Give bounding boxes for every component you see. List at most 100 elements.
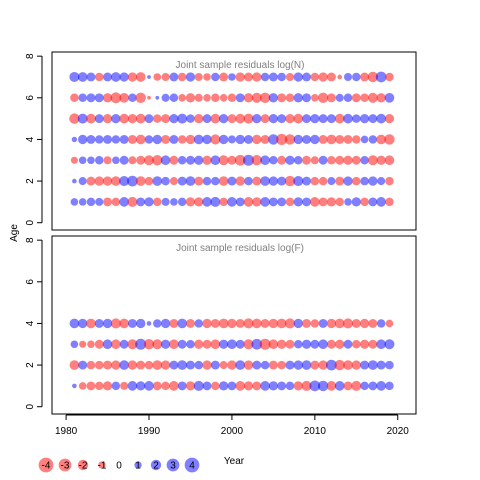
panel-top-marks <box>69 71 395 207</box>
residual-point <box>153 73 162 81</box>
residual-point <box>218 176 229 186</box>
residual-point <box>310 339 320 349</box>
residual-point <box>127 72 138 82</box>
residual-point <box>260 134 270 144</box>
residual-point <box>302 176 311 186</box>
legend-label: 4 <box>189 461 195 472</box>
residual-point <box>94 93 104 103</box>
residual-point <box>293 72 303 82</box>
residual-point <box>276 318 287 329</box>
residual-point <box>136 197 146 207</box>
residual-point <box>169 381 179 391</box>
residual-point <box>185 381 196 391</box>
residual-point <box>102 93 113 103</box>
residual-point <box>367 92 378 103</box>
residual-point <box>70 93 79 103</box>
residual-point <box>344 198 352 206</box>
residual-point <box>327 156 336 165</box>
residual-point <box>119 318 129 329</box>
residual-point <box>186 318 195 328</box>
residual-point <box>127 360 138 370</box>
residual-point <box>210 318 220 328</box>
x-axis-title: Year <box>224 456 245 467</box>
residual-point <box>193 134 204 145</box>
residual-point <box>210 155 221 166</box>
residual-point <box>277 197 287 207</box>
residual-point <box>318 197 328 207</box>
residual-point <box>293 318 303 329</box>
residual-point <box>110 92 122 104</box>
residual-point <box>277 72 286 82</box>
residual-point <box>219 94 228 102</box>
y-tick-label: 2 <box>25 362 36 368</box>
residual-point <box>326 134 337 145</box>
residual-point <box>160 155 171 166</box>
residual-point <box>103 197 113 207</box>
residual-point <box>293 197 303 207</box>
legend-swatch <box>98 461 106 469</box>
residual-point <box>119 197 129 207</box>
residual-point <box>177 360 188 370</box>
x-tick-label: 1990 <box>138 426 161 437</box>
residual-point <box>352 176 361 186</box>
residual-point <box>235 72 245 82</box>
residual-point <box>219 361 228 370</box>
residual-point <box>69 360 80 370</box>
residual-point <box>384 92 395 103</box>
residual-point <box>252 72 262 82</box>
residual-point <box>334 113 345 124</box>
residual-point <box>112 156 120 165</box>
residual-point <box>284 318 295 329</box>
residual-point <box>360 156 369 165</box>
residual-point <box>384 339 395 350</box>
residual-point <box>144 114 154 124</box>
residual-point <box>178 94 186 102</box>
residual-point <box>70 156 78 164</box>
residual-point <box>359 318 370 329</box>
residual-point <box>310 319 320 328</box>
residual-point <box>94 318 104 328</box>
residual-point <box>318 155 328 165</box>
residual-point <box>127 175 138 187</box>
residual-point <box>119 176 130 187</box>
residual-point <box>343 176 353 186</box>
residual-point <box>152 155 163 166</box>
residual-point <box>78 177 87 186</box>
residual-point <box>95 381 104 391</box>
residual-point <box>302 197 311 207</box>
residual-point <box>251 318 262 329</box>
residual-point <box>310 134 320 145</box>
legend-label: -2 <box>79 461 88 472</box>
residual-point <box>177 318 188 329</box>
residual-point <box>144 360 154 370</box>
residual-point <box>194 360 203 370</box>
residual-point <box>360 72 370 82</box>
residual-point <box>227 339 237 350</box>
residual-point <box>169 177 178 186</box>
residual-point <box>385 72 394 82</box>
residual-point <box>177 339 187 349</box>
residual-point <box>218 155 229 166</box>
residual-point <box>243 360 254 370</box>
residual-point <box>268 113 279 124</box>
residual-point <box>152 176 163 186</box>
residual-point <box>78 382 87 390</box>
residual-point <box>309 380 321 392</box>
residual-point <box>110 318 121 329</box>
residual-point <box>218 134 229 145</box>
residual-point <box>135 176 146 186</box>
residual-point <box>119 134 129 144</box>
residual-point <box>342 318 354 329</box>
residual-point <box>284 175 296 187</box>
residual-point <box>301 339 312 349</box>
x-tick-label: 2010 <box>304 426 327 437</box>
residual-point <box>268 93 279 103</box>
residual-point <box>135 92 146 104</box>
residual-point <box>128 93 137 103</box>
residual-point <box>302 318 311 328</box>
y-tick-label: 2 <box>25 178 36 184</box>
residual-point <box>360 135 369 144</box>
residual-point <box>161 72 170 82</box>
residual-point <box>147 75 151 79</box>
residual-point <box>211 381 220 391</box>
